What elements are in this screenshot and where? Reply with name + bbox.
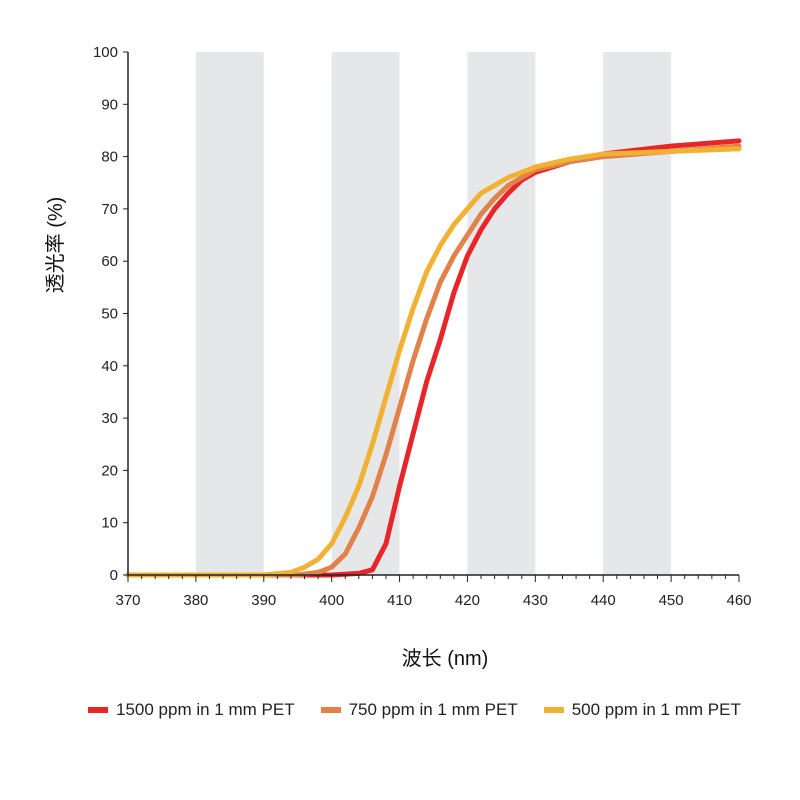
legend: 1500 ppm in 1 mm PET 750 ppm in 1 mm PET… [88,700,741,720]
shaded-band [195,52,264,575]
y-tick-label: 50 [101,306,118,323]
y-tick-label: 70 [101,201,118,218]
y-tick-label: 10 [101,515,118,532]
legend-label: 1500 ppm in 1 mm PET [116,700,295,719]
legend-swatch [88,707,108,713]
legend-swatch [543,707,564,713]
x-tick-label: 370 [115,592,140,609]
legend-swatch [320,707,341,713]
y-tick-label: 80 [101,149,118,166]
x-tick-label: 400 [319,592,344,609]
x-tick-label: 430 [523,592,548,609]
y-tick-label: 40 [101,358,118,375]
x-axis-label: 波长 (nm) [402,647,489,670]
y-tick-label: 90 [101,96,118,113]
legend-item: 750 ppm in 1 mm PET [320,700,518,720]
y-axis-label: 透光率 (%) [44,197,67,294]
x-tick-label: 460 [726,592,751,609]
x-tick-label: 410 [387,592,412,609]
y-tick-label: 30 [101,410,118,427]
y-tick-label: 100 [93,44,118,61]
legend-label: 500 ppm in 1 mm PET [571,700,741,719]
x-tick-label: 450 [659,592,684,609]
series-line [125,143,742,578]
shaded-band [603,52,672,575]
x-tick-label: 440 [591,592,616,609]
x-tick-label: 380 [183,592,208,609]
shaded-band [331,52,400,575]
series-line [125,146,742,578]
x-tick-label: 390 [251,592,276,609]
legend-item: 1500 ppm in 1 mm PET [88,700,295,720]
y-tick-label: 0 [110,567,118,584]
legend-item: 500 ppm in 1 mm PET [543,700,741,720]
shaded-band [467,52,536,575]
legend-label: 750 ppm in 1 mm PET [348,700,518,719]
y-tick-label: 20 [101,462,118,479]
y-tick-label: 60 [101,253,118,270]
x-tick-label: 420 [455,592,480,609]
